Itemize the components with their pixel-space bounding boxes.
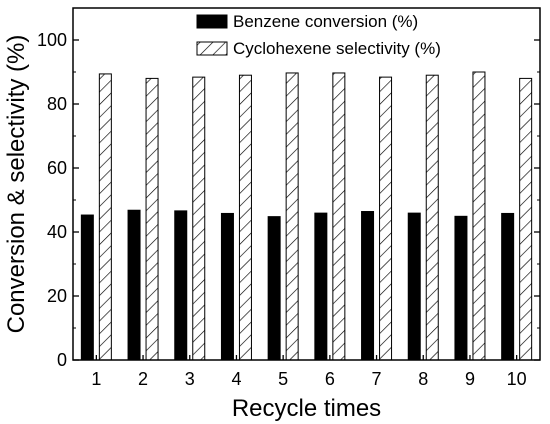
axes: 0 20 40 60 80 100 1 2 3 4 5 6 7 8 9 10 — [37, 7, 541, 389]
bar-benzene-conversion-4 — [220, 212, 234, 361]
bar-cyclohexene-selectivity-9 — [472, 71, 486, 361]
legend-swatch — [196, 41, 228, 56]
bar-cyclohexene-selectivity-6 — [332, 72, 346, 361]
bar-cyclohexene-selectivity-1 — [98, 73, 112, 361]
bar-benzene-conversion-10 — [501, 212, 515, 361]
y-tick-label: 20 — [47, 286, 67, 306]
y-tick-label: 60 — [47, 158, 67, 178]
x-tick-label: 1 — [91, 369, 101, 389]
bar-cyclohexene-selectivity-8 — [425, 74, 439, 361]
bar-cyclohexene-selectivity-4 — [238, 74, 252, 361]
x-tick-label: 6 — [325, 369, 335, 389]
bar-benzene-conversion-2 — [127, 209, 141, 361]
legend: Benzene conversion (%) Cyclohexene select… — [196, 12, 441, 58]
x-tick-label: 9 — [465, 369, 475, 389]
plot-frame — [72, 7, 541, 361]
y-tick-label: 100 — [37, 30, 67, 50]
x-tick-label: 5 — [278, 369, 288, 389]
x-tick-label: 3 — [185, 369, 195, 389]
bars — [80, 71, 533, 361]
bar-benzene-conversion-1 — [80, 214, 94, 361]
x-axis-title: Recycle times — [232, 395, 381, 422]
y-tick-label: 40 — [47, 222, 67, 242]
bar-benzene-conversion-5 — [267, 216, 281, 361]
bar-cyclohexene-selectivity-10 — [519, 77, 533, 361]
x-tick-label: 10 — [507, 369, 527, 389]
bar-benzene-conversion-7 — [361, 211, 375, 361]
legend-label: Cyclohexene selectivity (%) — [233, 39, 441, 58]
y-tick-label: 0 — [57, 350, 67, 370]
x-tick-label: 7 — [372, 369, 382, 389]
bar-benzene-conversion-6 — [314, 212, 328, 361]
bar-cyclohexene-selectivity-2 — [145, 77, 159, 361]
bar-cyclohexene-selectivity-7 — [379, 76, 393, 361]
bar-benzene-conversion-8 — [407, 212, 421, 361]
y-axis-title: Conversion & selectivity (%) — [3, 35, 30, 334]
x-tick-label: 8 — [418, 369, 428, 389]
x-tick-label: 4 — [231, 369, 241, 389]
bar-cyclohexene-selectivity-3 — [192, 76, 206, 361]
legend-swatch — [196, 14, 228, 29]
legend-label: Benzene conversion (%) — [233, 12, 418, 31]
bar-benzene-conversion-9 — [454, 215, 468, 361]
y-tick-label: 80 — [47, 94, 67, 114]
bar-benzene-conversion-3 — [174, 210, 188, 361]
bar-cyclohexene-selectivity-5 — [285, 72, 299, 361]
x-tick-label: 2 — [138, 369, 148, 389]
